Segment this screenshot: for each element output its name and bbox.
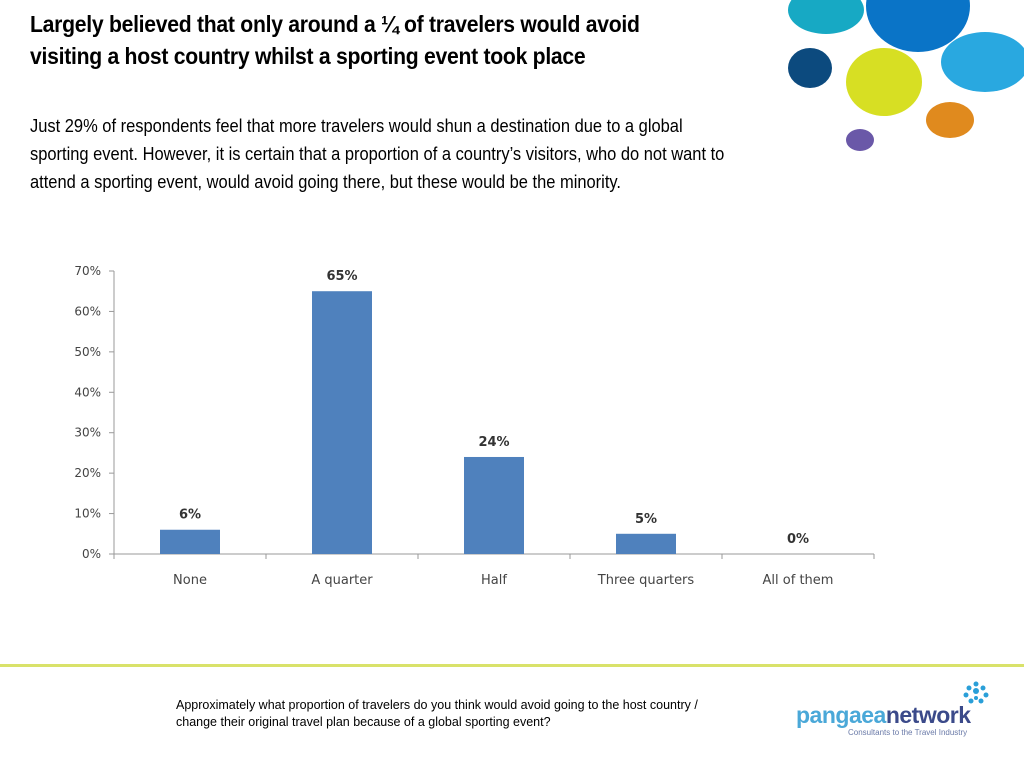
decor-circle [788, 48, 832, 88]
logo-wordmark: pangaeanetwork [796, 702, 971, 729]
y-tick-label: 70% [74, 264, 101, 278]
logo-text-b: network [885, 702, 971, 728]
y-tick-label: 30% [74, 426, 101, 440]
y-tick-label: 40% [74, 385, 101, 399]
y-tick-label: 60% [74, 304, 101, 318]
logo-dots-icon [963, 681, 989, 704]
y-tick-label: 0% [82, 547, 101, 561]
y-tick-label: 50% [74, 345, 101, 359]
data-label: 24% [478, 435, 509, 450]
data-label: 6% [179, 508, 201, 523]
bar [312, 291, 372, 554]
decor-circle [941, 32, 1024, 92]
data-label: 65% [326, 269, 357, 284]
footer-divider [0, 664, 1024, 667]
x-category-label: Three quarters [597, 573, 695, 588]
slide-title: Largely believed that only around a ¼ of… [30, 11, 640, 69]
decor-circle [846, 48, 922, 116]
decor-circle [926, 102, 974, 138]
decor-circle [846, 129, 874, 151]
data-label: 5% [635, 512, 657, 527]
logo-tagline: Consultants to the Travel Industry [848, 728, 968, 737]
y-tick-label: 20% [74, 466, 101, 480]
survey-question: Approximately what proportion of travele… [176, 698, 698, 729]
y-tick-label: 10% [74, 507, 101, 521]
company-logo: pangaeanetwork Consultants to the Travel… [796, 676, 996, 746]
decorative-circles [788, 0, 1024, 151]
x-category-label: Half [481, 573, 507, 588]
bar-chart: 0% 10% 20% 30% 40% 50% 60% 70% 6% None 65% A quarte… [74, 264, 875, 588]
x-category-label: A quarter [311, 573, 373, 588]
data-label: 0% [787, 532, 809, 547]
x-category-label: All of them [763, 573, 834, 588]
bar [160, 529, 220, 554]
bar [464, 456, 524, 554]
bar [616, 533, 676, 554]
decor-circle [788, 0, 864, 34]
slide-subtitle: Just 29% of respondents feel that more t… [30, 115, 725, 192]
x-category-label: None [173, 573, 207, 588]
decor-circle [866, 0, 970, 52]
logo-text-a: pangaea [796, 702, 886, 728]
